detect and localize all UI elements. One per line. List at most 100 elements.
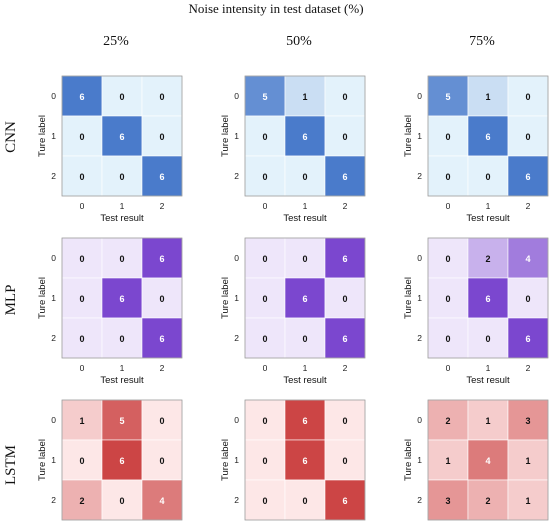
cell-value-label: 0 xyxy=(119,254,124,264)
y-axis-label: Ture label xyxy=(403,115,414,157)
cell-value-label: 0 xyxy=(262,294,267,304)
cell-value-label: 0 xyxy=(445,172,450,182)
y-tick-label: 1 xyxy=(234,293,239,303)
cell-value-label: 0 xyxy=(262,416,267,426)
heatmap-cell xyxy=(467,317,509,359)
x-axis-label: Test result xyxy=(283,213,327,224)
x-tick-label: 2 xyxy=(526,201,531,211)
y-tick-label: 0 xyxy=(234,91,239,101)
y-tick-label: 2 xyxy=(417,495,422,505)
cell-value-label: 4 xyxy=(485,456,490,466)
heatmap-cell xyxy=(427,115,469,157)
heatmap-cell xyxy=(141,317,183,359)
heatmap-panel-cnn-25: 6 0 0 0 6 0 0 0 6 0 0 1 1 2 2 Test result Ture label xyxy=(37,75,183,224)
x-axis-label: Test result xyxy=(100,375,144,386)
cell-value-label: 0 xyxy=(159,416,164,426)
x-tick-label: 0 xyxy=(263,363,268,373)
cell-value-label: 0 xyxy=(445,294,450,304)
cell-value-label: 0 xyxy=(119,496,124,506)
column-header-25: 25% xyxy=(103,34,129,49)
heatmap-cell xyxy=(427,399,469,441)
cell-value-label: 0 xyxy=(342,456,347,466)
cell-value-label: 0 xyxy=(159,132,164,142)
heatmap-cell xyxy=(61,277,103,319)
cell-value-label: 5 xyxy=(262,92,267,102)
cell-value-label: 6 xyxy=(119,294,124,304)
x-axis-label: Test result xyxy=(100,213,144,224)
cell-value-label: 4 xyxy=(525,254,530,264)
y-tick-label: 2 xyxy=(51,333,56,343)
y-axis-label: Ture label xyxy=(220,277,231,319)
cell-value-label: 0 xyxy=(342,294,347,304)
cell-value-label: 6 xyxy=(485,294,490,304)
cell-value-label: 0 xyxy=(485,334,490,344)
y-tick-label: 0 xyxy=(234,415,239,425)
y-tick-label: 2 xyxy=(417,333,422,343)
heatmap-panel-cnn-75: 5 1 0 0 6 0 0 0 6 0 0 1 1 2 2 Test result Ture label xyxy=(403,75,549,224)
y-tick-label: 2 xyxy=(417,171,422,181)
cell-value-label: 4 xyxy=(159,496,164,506)
heatmap-cell xyxy=(324,115,366,157)
cell-value-label: 6 xyxy=(302,456,307,466)
cell-value-label: 6 xyxy=(342,172,347,182)
x-tick-label: 0 xyxy=(446,363,451,373)
y-axis-label: Ture label xyxy=(403,439,414,481)
cell-value-label: 2 xyxy=(79,496,84,506)
heatmap-cell xyxy=(507,115,549,157)
heatmap-cell xyxy=(467,277,509,319)
cell-value-label: 6 xyxy=(525,334,530,344)
cell-value-label: 0 xyxy=(525,92,530,102)
heatmap-panels: 6 0 0 0 6 0 0 0 6 0 0 1 1 2 2 Test result Ture label 5 1 0 0… xyxy=(37,75,549,530)
y-tick-label: 2 xyxy=(234,333,239,343)
column-header-75: 75% xyxy=(469,34,495,49)
heatmap-cell xyxy=(467,115,509,157)
x-tick-label: 0 xyxy=(263,201,268,211)
y-tick-label: 1 xyxy=(417,293,422,303)
heatmap-cell xyxy=(284,115,326,157)
cell-value-label: 0 xyxy=(302,254,307,264)
cell-value-label: 0 xyxy=(302,334,307,344)
heatmap-cell xyxy=(284,479,326,521)
heatmap-panel-mlp-50: 0 0 6 0 6 0 0 0 6 0 0 1 1 2 2 Test result Ture label xyxy=(220,237,366,386)
y-axis-label: Ture label xyxy=(37,439,48,481)
heatmap-frame xyxy=(61,237,183,359)
cell-value-label: 6 xyxy=(342,334,347,344)
row-label-mlp: MLP xyxy=(3,285,19,316)
heatmap-cell xyxy=(61,115,103,157)
heatmap-cell xyxy=(284,75,326,117)
x-tick-label: 2 xyxy=(343,201,348,211)
column-header-50: 50% xyxy=(286,34,312,49)
cell-value-label: 0 xyxy=(79,294,84,304)
heatmap-cell xyxy=(467,439,509,481)
cell-value-label: 6 xyxy=(302,294,307,304)
cell-value-label: 5 xyxy=(445,92,450,102)
y-tick-label: 1 xyxy=(234,131,239,141)
heatmap-panel-cnn-50: 5 1 0 0 6 0 0 0 6 0 0 1 1 2 2 Test result Ture label xyxy=(220,75,366,224)
y-axis-label: Ture label xyxy=(37,277,48,319)
heatmap-cell xyxy=(61,317,103,359)
cell-value-label: 1 xyxy=(485,92,490,102)
heatmap-cell xyxy=(284,155,326,197)
x-tick-label: 2 xyxy=(526,363,531,373)
heatmap-cell xyxy=(507,317,549,359)
heatmap-cell xyxy=(467,75,509,117)
cell-value-label: 6 xyxy=(79,92,84,102)
cell-value-label: 6 xyxy=(119,132,124,142)
cell-value-label: 0 xyxy=(445,254,450,264)
cell-value-label: 0 xyxy=(79,132,84,142)
cell-value-label: 0 xyxy=(262,254,267,264)
y-tick-label: 1 xyxy=(234,455,239,465)
cell-value-label: 1 xyxy=(302,92,307,102)
x-tick-label: 0 xyxy=(80,201,85,211)
y-tick-label: 1 xyxy=(51,293,56,303)
cell-value-label: 0 xyxy=(262,334,267,344)
row-label-lstm: LSTM xyxy=(3,445,19,485)
y-tick-label: 2 xyxy=(51,495,56,505)
cell-value-label: 0 xyxy=(79,456,84,466)
cell-value-label: 6 xyxy=(119,456,124,466)
x-tick-label: 1 xyxy=(120,363,125,373)
cell-value-label: 6 xyxy=(342,496,347,506)
y-tick-label: 0 xyxy=(417,253,422,263)
